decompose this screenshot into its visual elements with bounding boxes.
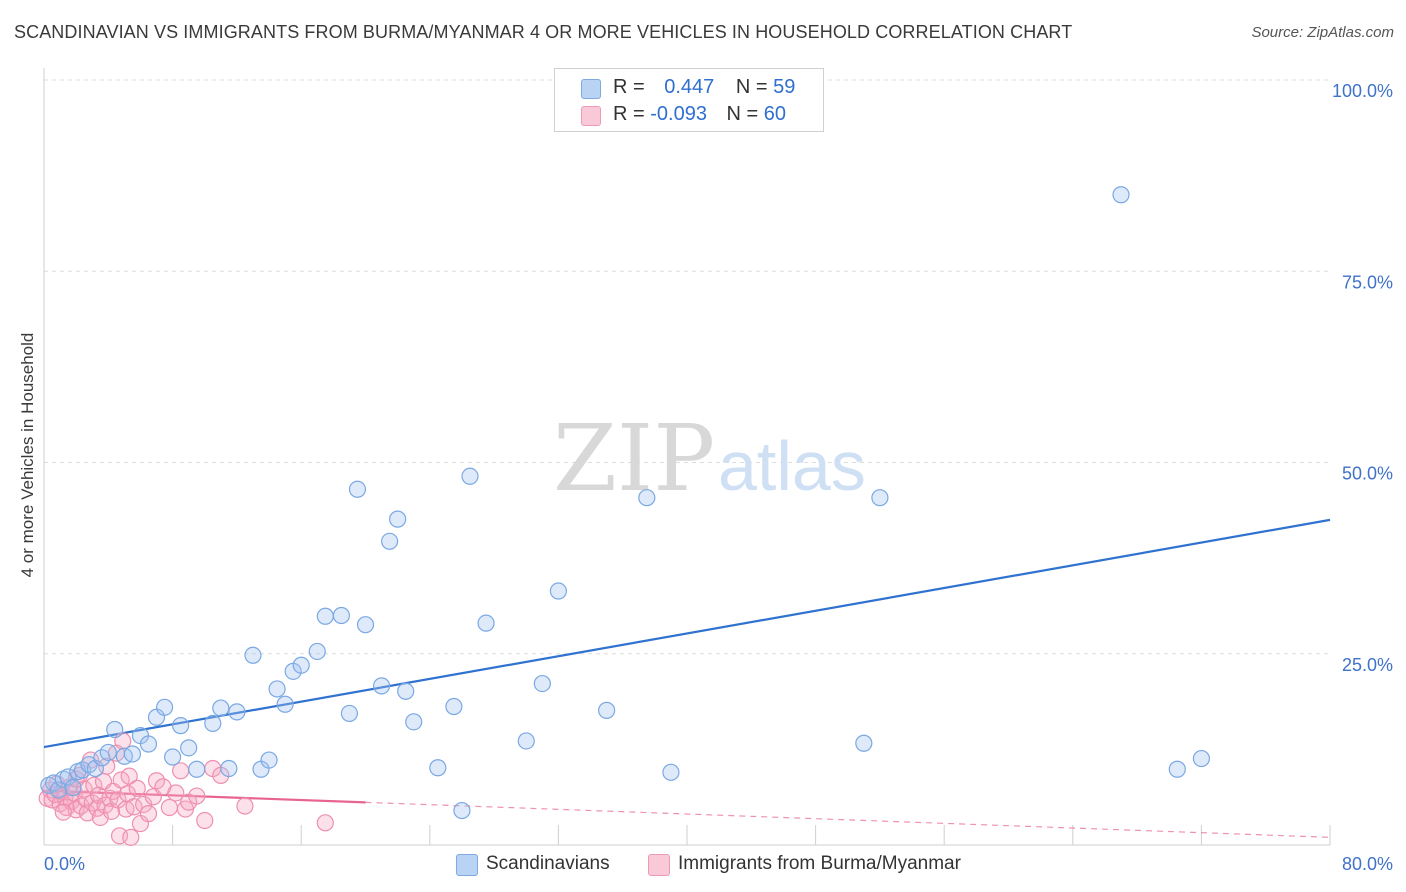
data-point-scandinavian — [332, 606, 350, 625]
data-point-scandinavian — [871, 489, 889, 507]
data-point-scandinavian — [220, 759, 238, 778]
data-point-scandinavian — [276, 695, 294, 713]
data-point-scandinavian — [517, 732, 535, 750]
data-point-scandinavian — [453, 801, 471, 820]
series-swatch-scandinavians — [456, 854, 478, 876]
legend-n-value: 59 — [773, 76, 796, 98]
data-point-scandinavian — [155, 698, 174, 716]
data-point-burma — [160, 798, 178, 817]
data-point-burma — [120, 767, 138, 785]
data-point-scandinavian — [477, 614, 495, 632]
x-tick-label-min: 0.0% — [44, 854, 85, 874]
data-point-scandinavian — [348, 480, 367, 498]
data-point-scandinavian — [316, 607, 334, 625]
data-point-scandinavian — [1192, 749, 1211, 768]
series-legend: Scandinavians Immigrants from Burma/Myan… — [0, 852, 1406, 878]
y-tick-label: 25.0% — [1342, 655, 1393, 675]
data-point-scandinavian — [662, 763, 680, 781]
y-tick-label: 100.0% — [1332, 81, 1393, 101]
legend-n-label: N = — [735, 76, 774, 98]
legend-r-label: R = — [613, 76, 651, 98]
data-point-scandinavian — [533, 674, 551, 693]
data-point-scandinavian — [292, 656, 310, 674]
watermark-atlas: atlas — [718, 427, 866, 505]
data-point-burma — [128, 779, 146, 797]
data-point-burma — [139, 805, 158, 823]
data-point-burma — [236, 797, 254, 815]
series-swatch-burma — [648, 854, 670, 876]
data-point-scandinavian — [228, 703, 246, 721]
data-point-scandinavian — [164, 748, 182, 766]
data-point-scandinavian — [64, 779, 82, 797]
grid-lines — [44, 79, 1330, 655]
data-point-scandinavian — [1168, 760, 1186, 778]
x-tick-label-max: 80.0% — [1342, 854, 1393, 874]
data-point-scandinavian — [372, 677, 391, 695]
chart-source: Source: ZipAtlas.com — [1251, 24, 1394, 41]
data-point-scandinavian — [86, 759, 105, 778]
watermark-zip: ZIP — [553, 405, 715, 512]
data-point-scandinavian — [188, 760, 206, 778]
data-point-scandinavian — [389, 510, 407, 528]
data-point-scandinavian — [244, 646, 262, 664]
data-point-burma — [122, 828, 140, 846]
data-point-scandinavian — [381, 532, 399, 550]
data-point-burma — [196, 811, 214, 830]
data-point-burma — [167, 784, 185, 802]
data-point-burma — [147, 772, 166, 790]
data-point-burma — [85, 776, 103, 794]
data-point-scandinavian — [1112, 186, 1130, 204]
data-point-scandinavian — [405, 713, 423, 731]
data-point-burma — [188, 787, 206, 805]
legend-r-value: 0.447 — [664, 76, 715, 98]
trend-line-dashed-1 — [365, 801, 1331, 838]
data-point-scandinavian — [549, 582, 568, 600]
data-points — [38, 186, 1211, 846]
trend-lines — [43, 518, 1331, 838]
y-tick-label: 75.0% — [1342, 272, 1393, 292]
data-point-scandinavian — [106, 720, 124, 739]
trend-line-0 — [43, 518, 1331, 749]
data-point-scandinavian — [123, 745, 142, 763]
legend-swatch-scandinavians — [581, 79, 601, 99]
data-point-scandinavian — [855, 734, 873, 752]
chart-title: SCANDINAVIAN VS IMMIGRANTS FROM BURMA/MY… — [14, 22, 1073, 42]
data-point-burma — [112, 771, 130, 789]
y-tick-label: 50.0% — [1342, 464, 1393, 484]
data-point-scandinavian — [268, 680, 286, 698]
data-point-scandinavian — [49, 781, 68, 799]
data-point-scandinavian — [445, 697, 463, 716]
correlation-legend: R = 0.447 N = 59 R = -0.093 N = 60 — [554, 68, 824, 132]
data-point-burma — [78, 804, 97, 822]
data-point-scandinavian — [212, 699, 230, 717]
data-point-scandinavian — [139, 735, 158, 753]
data-point-scandinavian — [461, 467, 479, 485]
data-point-scandinavian — [397, 682, 415, 700]
legend-r-value: -0.093 — [650, 103, 707, 125]
data-point-scandinavian — [172, 717, 190, 735]
watermark: ZIP atlas — [553, 405, 866, 512]
series-name-scandinavians: Scandinavians — [486, 853, 610, 874]
data-point-scandinavian — [429, 759, 447, 777]
legend-n-value: 60 — [763, 103, 787, 125]
data-point-burma — [54, 803, 72, 821]
legend-n-label: N = — [726, 103, 764, 125]
data-point-scandinavian — [308, 642, 326, 661]
legend-r-label: R = — [613, 103, 651, 125]
series-name-burma: Immigrants from Burma/Myanmar — [678, 853, 961, 874]
axes — [43, 68, 1331, 846]
data-point-scandinavian — [204, 714, 222, 732]
data-point-burma — [316, 814, 334, 832]
data-point-scandinavian — [260, 751, 278, 769]
data-point-scandinavian — [59, 768, 77, 786]
data-point-scandinavian — [356, 616, 375, 634]
data-point-scandinavian — [638, 489, 656, 507]
tick-labels: 25.0% 50.0% 75.0% 100.0% 0.0% 80.0% — [44, 81, 1393, 874]
data-point-scandinavian — [598, 701, 616, 719]
data-point-scandinavian — [180, 739, 198, 757]
legend-swatch-burma — [581, 106, 601, 126]
data-point-scandinavian — [340, 704, 359, 723]
data-point-scandinavian — [99, 743, 117, 762]
